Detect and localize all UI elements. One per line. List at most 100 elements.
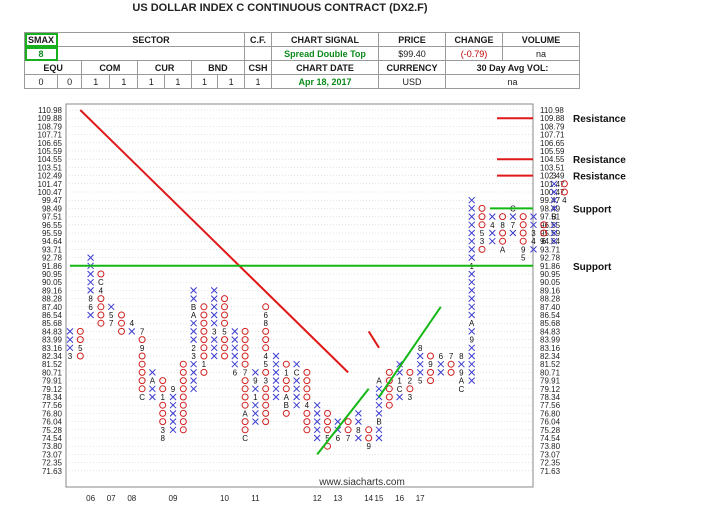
box-label: B [376,418,381,427]
x-mark [530,213,537,220]
y-tick-right: 108.79 [540,122,565,131]
o-mark [478,213,486,221]
x-mark [458,360,465,368]
o-mark [385,368,393,376]
y-tick-right: 74.54 [540,434,561,443]
x-mark [210,352,218,360]
x-tick: 11 [251,494,260,503]
y-tick-left: 91.86 [42,262,63,271]
level-label: Resistance [573,155,626,166]
y-tick-right: 103.51 [540,163,565,172]
o-mark [200,319,208,327]
box-label: A [242,409,248,418]
x-mark [210,344,218,352]
y-tick-left: 76.80 [42,409,63,418]
o-mark [427,377,434,385]
o-mark [478,245,486,253]
x-mark [530,221,537,229]
y-tick-left: 96.55 [42,221,63,230]
box-label: 3 [212,327,217,336]
o-mark [241,360,249,368]
x-mark [468,254,476,261]
o-mark [406,385,414,393]
x-mark [468,352,476,360]
x-mark [468,360,476,368]
chart-title: US DOLLAR INDEX C CONTINUOUS CONTRACT (D… [132,2,428,14]
o-mark [179,426,187,434]
box-label: 8 [263,319,268,328]
x-mark [66,344,74,352]
y-tick-left: 73.80 [42,442,63,451]
box-label: A [284,393,290,402]
x-tick: 14 [364,494,373,503]
box-label: 7 [449,352,454,361]
o-mark [200,311,208,319]
o-mark [76,352,84,360]
x-mark [468,213,476,220]
o-mark [303,393,311,401]
x-mark [169,418,177,425]
o-mark [262,368,270,376]
y-tick-left: 74.54 [42,434,63,443]
box-label: C [98,278,104,287]
o-mark [221,352,228,360]
x-mark [293,393,300,401]
o-mark [159,385,167,393]
box-label: A [191,311,197,320]
x-mark [231,328,239,335]
box-label: 5 [263,360,268,369]
box-label: A [459,377,465,386]
o-mark [406,368,414,376]
o-mark [221,311,228,319]
x-mark [66,336,74,343]
level-label: Resistance [573,114,626,125]
level-label: Support [573,262,612,273]
x-mark [468,196,476,204]
o-mark [241,393,249,401]
y-tick-right: 110.98 [540,106,564,115]
o-mark [262,344,270,352]
x-mark [210,319,218,327]
box-label: 5 [418,377,423,386]
y-tick-right: 85.68 [540,319,561,328]
o-mark [385,385,393,393]
x-mark [468,295,476,302]
x-mark [550,229,558,237]
y-tick-right: 106.65 [540,139,565,148]
o-mark [159,377,167,385]
box-label: B [284,401,289,410]
y-tick-right: 105.59 [540,147,565,156]
o-mark [118,311,125,319]
y-tick-left: 78.34 [42,393,63,402]
box-label: 8 [88,295,93,304]
x-mark [468,246,476,253]
x-mark [272,369,280,376]
o-mark [118,319,125,327]
box-label: 9 [253,377,258,386]
o-mark [282,409,290,417]
o-mark [76,336,84,344]
y-tick-left: 102.49 [38,172,63,181]
x-mark [313,418,321,425]
y-tick-left: 87.40 [42,303,63,312]
plot-frame [65,103,534,488]
box-label: 3 [531,229,536,238]
o-mark [118,327,125,335]
box-label: A [150,377,156,386]
x-mark [313,401,321,409]
o-mark [241,385,249,393]
x-mark [190,295,197,302]
x-tick: 16 [395,494,404,503]
x-mark [313,410,321,417]
x-mark [468,237,476,245]
x-mark [509,229,517,237]
o-mark [241,418,249,426]
o-mark [540,229,548,237]
x-mark [550,188,558,196]
x-mark [437,360,445,368]
x-mark [210,295,218,302]
o-mark [200,336,208,344]
x-mark [509,213,517,220]
x-mark [375,426,383,434]
